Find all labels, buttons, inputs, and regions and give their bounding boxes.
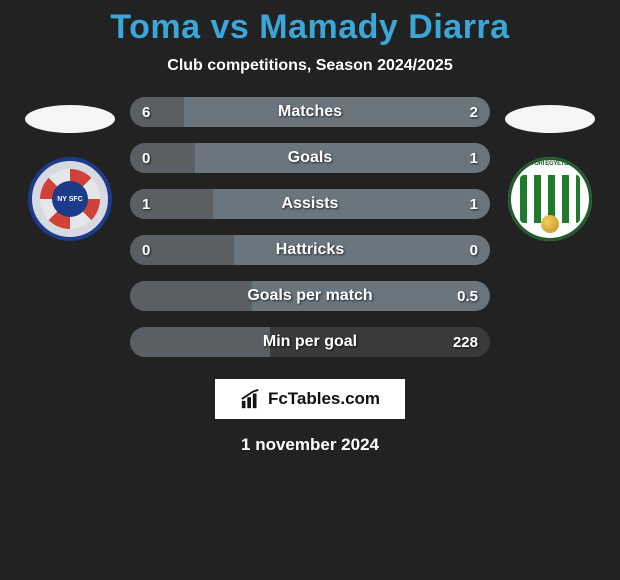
fctables-label: FcTables.com: [268, 389, 380, 409]
stat-label: Assists: [130, 189, 490, 219]
player-right-placeholder-ellipse: [505, 105, 595, 133]
stat-row: 01Goals: [130, 143, 490, 173]
date-label: 1 november 2024: [241, 435, 379, 455]
stat-label: Min per goal: [130, 327, 490, 357]
fctables-link[interactable]: FcTables.com: [215, 379, 405, 419]
player-right-column: GYŐRI EGYETEMI: [490, 93, 610, 241]
club-badge-right: GYŐRI EGYETEMI: [508, 157, 592, 241]
comparison-card: Toma vs Mamady Diarra Club competitions,…: [0, 0, 620, 455]
chart-icon: [240, 388, 262, 410]
club-badge-right-ball-icon: [541, 215, 559, 233]
stat-row: 62Matches: [130, 97, 490, 127]
stat-label: Goals per match: [130, 281, 490, 311]
stat-label: Goals: [130, 143, 490, 173]
club-badge-right-toptext: GYŐRI EGYETEMI: [508, 161, 592, 167]
stats-area: 62Matches 01Goals 11Assists 00Hattricks 0.5G…: [0, 93, 620, 357]
player-left-column: [10, 93, 130, 241]
stat-row: 228Min per goal: [130, 327, 490, 357]
stat-row: 00Hattricks: [130, 235, 490, 265]
club-badge-left: [28, 157, 112, 241]
subtitle: Club competitions, Season 2024/2025: [167, 57, 452, 75]
stat-row: 0.5Goals per match: [130, 281, 490, 311]
page-title: Toma vs Mamady Diarra: [110, 8, 509, 47]
stat-label: Hattricks: [130, 235, 490, 265]
stat-label: Matches: [130, 97, 490, 127]
stat-bars: 62Matches 01Goals 11Assists 00Hattricks 0.5G…: [130, 93, 490, 357]
player-left-placeholder-ellipse: [25, 105, 115, 133]
stat-row: 11Assists: [130, 189, 490, 219]
